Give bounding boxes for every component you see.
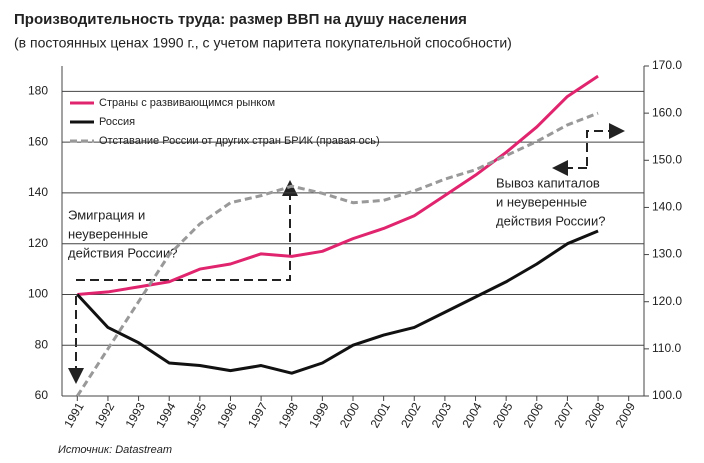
x-tick-label: 2001 <box>368 400 394 430</box>
x-tick-label: 2000 <box>337 400 363 430</box>
y-tick-label: 120 <box>28 236 48 250</box>
x-tick-label: 2008 <box>582 400 608 430</box>
chart-title: Производительность труда: размер ВВП на … <box>14 11 467 28</box>
y-tick-label: 180 <box>28 84 48 98</box>
y2-tick-label: 100.0 <box>652 388 682 402</box>
source: Источник: Datastream <box>58 444 172 456</box>
annotation: действия России? <box>496 213 605 228</box>
annotation-arrows <box>68 123 625 384</box>
legend-label: Отставание России от других стран БРИК (… <box>99 135 380 147</box>
x-tick-label: 1994 <box>153 400 179 430</box>
y-tick-label: 160 <box>28 134 48 148</box>
x-tick-label: 2009 <box>613 400 639 430</box>
x-tick-label: 2006 <box>521 400 547 430</box>
series-line <box>76 229 599 375</box>
y2-tick-label: 140.0 <box>652 200 682 214</box>
y-tick-label: 140 <box>28 185 48 199</box>
y2-tick-label: 120.0 <box>652 294 682 308</box>
series-line <box>77 74 599 296</box>
x-tick-label: 1996 <box>214 400 240 430</box>
x-tick-label: 2007 <box>551 400 577 430</box>
chart-subtitle: (в постоянных ценах 1990 г., с учетом па… <box>14 35 512 51</box>
annotation: действия России? <box>68 245 177 260</box>
legend-label: Россия <box>99 116 135 128</box>
x-tick-label: 1993 <box>122 400 148 430</box>
x-tick-label: 1995 <box>184 400 210 430</box>
series-line <box>76 111 599 397</box>
x-tick-label: 2002 <box>398 400 424 430</box>
y2-tick-label: 130.0 <box>652 247 682 261</box>
x-tick-label: 2005 <box>490 400 516 430</box>
y-tick-label: 100 <box>28 287 48 301</box>
x-tick-label: 1992 <box>92 400 118 430</box>
annotation: и неуверенные <box>496 194 587 209</box>
x-tick-label: 1999 <box>306 400 332 430</box>
y2-tick-label: 150.0 <box>652 152 682 166</box>
annotation: Эмиграция и <box>68 207 145 222</box>
y2-tick-label: 110.0 <box>652 341 681 355</box>
x-tick-label: 1997 <box>245 400 271 430</box>
legend-label: Страны с развивающимся рынком <box>99 97 275 109</box>
y-tick-label: 80 <box>35 337 49 351</box>
annotation: неуверенные <box>68 226 148 241</box>
x-tick-label: 2003 <box>429 400 455 430</box>
y2-tick-label: 170.0 <box>652 58 682 72</box>
x-tick-label: 1991 <box>61 400 87 430</box>
x-tick-label: 2004 <box>459 400 485 430</box>
annotation: Вывоз капиталов <box>496 175 600 190</box>
y-tick-label: 60 <box>35 388 49 402</box>
y2-tick-label: 160.0 <box>652 105 682 119</box>
x-tick-label: 1998 <box>276 400 302 430</box>
